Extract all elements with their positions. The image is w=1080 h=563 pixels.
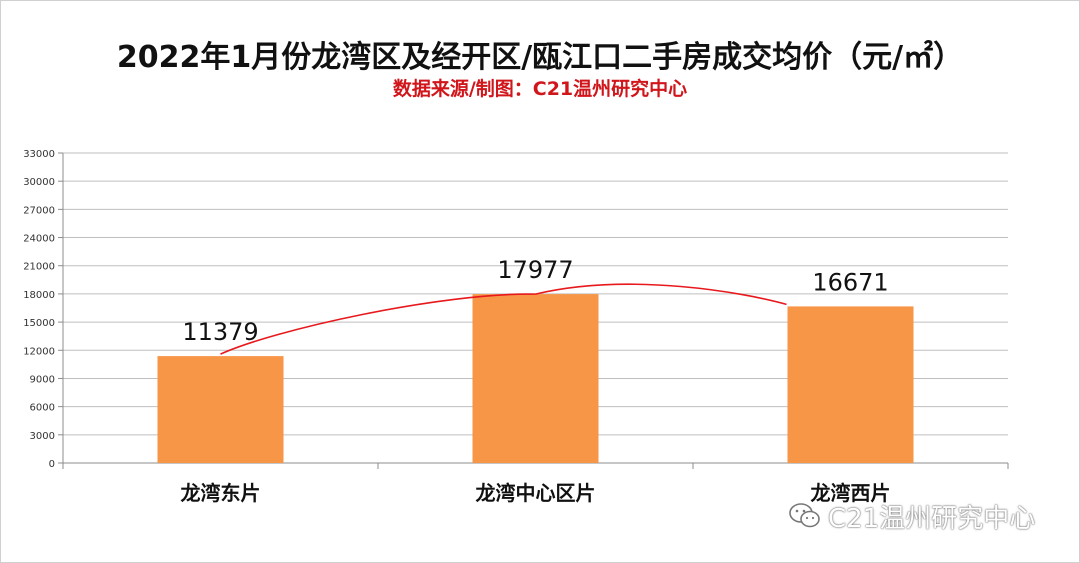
y-tick-label: 18000 [23,290,55,301]
chart-subtitle: 数据来源/制图：C21温州研究中心 [392,78,688,100]
trend-line [220,283,787,355]
wechat-icon [789,503,820,528]
y-tick-label: 24000 [23,234,55,245]
y-tick-label: 0 [49,459,55,470]
y-tick-label: 15000 [23,318,55,329]
y-tick-label: 30000 [23,177,55,188]
bar [157,356,284,463]
y-tick-label: 27000 [23,205,55,216]
category-label: 龙湾中心区片 [476,481,596,505]
y-tick-label: 33000 [23,149,55,160]
y-tick-label: 21000 [23,262,55,273]
y-tick-label: 3000 [30,431,55,442]
data-label: 16671 [812,268,888,296]
y-tick-label: 12000 [23,346,55,357]
y-tick-label: 9000 [30,374,55,385]
bar [472,294,599,463]
watermark: C21温州研究中心 [788,500,1036,534]
bar [787,306,914,463]
data-label: 17977 [497,256,573,284]
category-label: 龙湾东片 [181,481,261,505]
watermark-text: C21温州研究中心 [828,503,1036,534]
data-label: 11379 [182,318,258,346]
category-label: 龙湾西片 [811,481,891,505]
chart-title: 2022年1月份龙湾区及经开区/瓯江口二手房成交均价（元/㎡） [116,40,964,75]
y-tick-label: 6000 [30,403,55,414]
